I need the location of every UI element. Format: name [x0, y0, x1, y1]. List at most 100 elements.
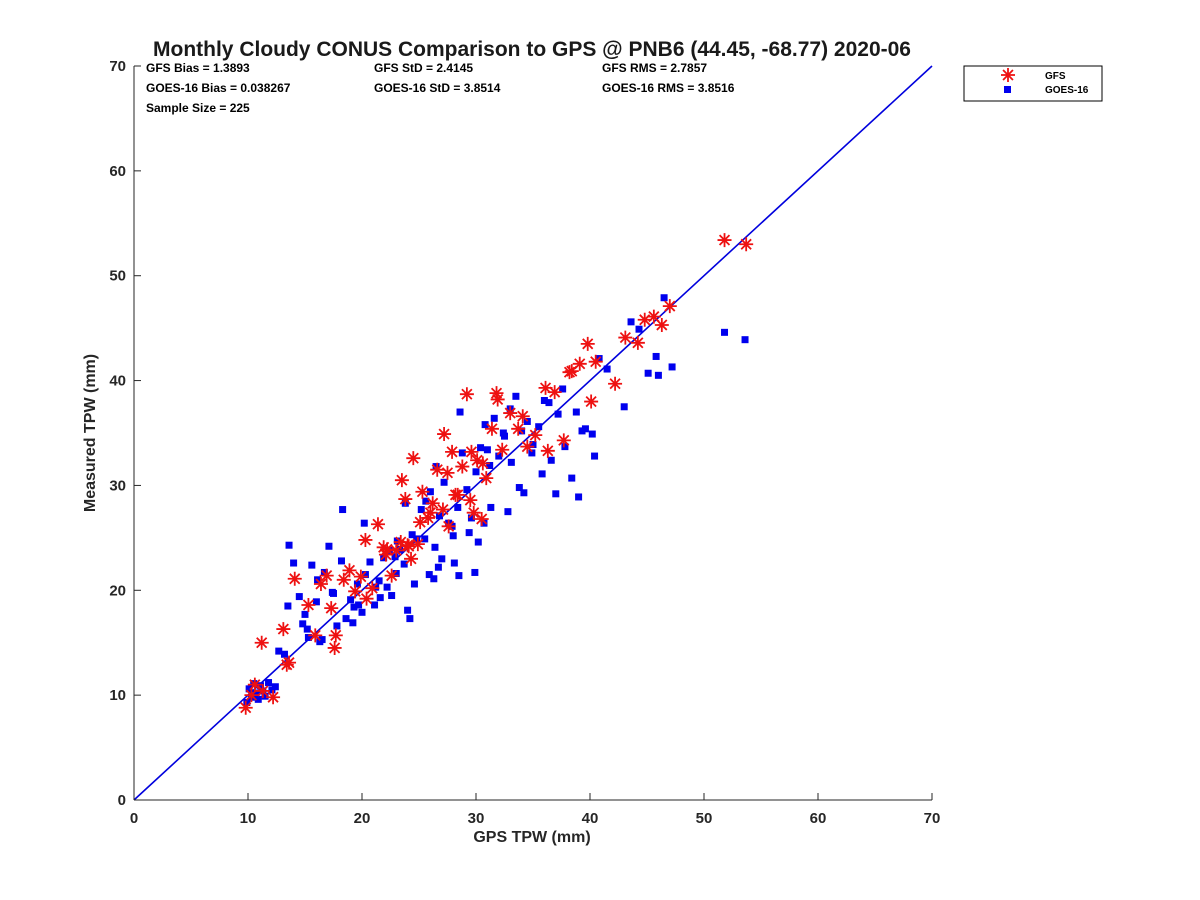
gfs-point: [572, 356, 587, 371]
gfs-point: [515, 409, 530, 424]
gfs-point: [440, 465, 455, 480]
gfs-point: [406, 451, 421, 466]
goes-16-point: [347, 596, 355, 604]
gfs-point: [584, 394, 599, 409]
goes-16-point: [330, 589, 337, 597]
stat-gfs-rms: GFS RMS = 2.7857: [602, 61, 707, 75]
goes-16-point: [421, 535, 429, 543]
gfs-point: [348, 584, 363, 599]
goes-16-point: [436, 512, 444, 520]
x-tick-label: 20: [354, 810, 371, 827]
goes-16-point: [425, 571, 433, 579]
x-tick-label: 30: [468, 810, 485, 827]
gfs-point: [247, 677, 262, 692]
goes-16-point: [499, 429, 507, 437]
stat-sample-size: Sample Size = 225: [146, 101, 250, 115]
gfs-point: [445, 444, 460, 459]
x-tick-label: 60: [810, 810, 827, 827]
goes-16-point: [529, 441, 537, 449]
gfs-point: [466, 505, 481, 520]
goes-16-point: [644, 369, 652, 377]
goes-16-point: [440, 478, 448, 486]
goes-16-point: [454, 503, 462, 511]
gfs-point: [562, 365, 577, 380]
gfs-point: [327, 640, 342, 655]
gfs-point: [400, 538, 415, 553]
legend-goes-marker: [1004, 86, 1011, 93]
y-tick-label: 40: [109, 373, 126, 390]
gfs-point: [470, 453, 485, 468]
goes-16-point: [465, 529, 473, 537]
goes-16-point: [417, 506, 425, 514]
goes-16-point: [495, 452, 503, 460]
gfs-point: [448, 487, 463, 502]
gfs-point: [287, 571, 302, 586]
goes-16-point: [312, 598, 320, 606]
goes-16-point: [520, 489, 528, 497]
goes-16-point: [301, 610, 309, 618]
gfs-point: [254, 635, 269, 650]
goes-16-point: [275, 647, 283, 655]
gfs-point: [630, 335, 645, 350]
goes-16-point: [721, 328, 729, 336]
goes-16-point: [304, 633, 312, 641]
goes-16-point: [252, 689, 260, 697]
goes-16-point: [449, 532, 457, 540]
gfs-point: [430, 462, 445, 477]
goes-16-point: [358, 608, 366, 616]
y-tick-label: 10: [109, 687, 126, 704]
y-tick-label: 70: [109, 58, 126, 75]
goes-16-point: [353, 580, 361, 588]
goes-16-point: [660, 294, 668, 302]
goes-16-point: [426, 488, 434, 496]
goes-16-point: [366, 558, 374, 566]
gfs-point: [580, 336, 595, 351]
goes-16-point: [504, 508, 512, 516]
goes-16-point: [480, 519, 488, 527]
goes-16-point: [391, 553, 399, 561]
goes-16-point: [371, 601, 379, 609]
gfs-point: [410, 537, 425, 552]
gfs-point: [336, 572, 351, 587]
gfs-point: [244, 688, 259, 703]
goes-16-point: [603, 365, 611, 373]
x-tick-label: 0: [130, 810, 138, 827]
goes-16-point: [578, 427, 586, 435]
gfs-point: [423, 505, 438, 520]
gfs-point: [547, 385, 562, 400]
goes-16-point: [375, 577, 383, 585]
gfs-point: [353, 569, 368, 584]
goes-16-point: [318, 636, 326, 644]
gfs-point: [324, 601, 339, 616]
goes-16-point: [518, 427, 526, 435]
gfs-point: [435, 502, 450, 517]
gfs-point: [389, 543, 404, 558]
goes-16-point: [360, 519, 368, 527]
goes-16-point: [432, 463, 440, 471]
goes-16-point: [337, 557, 345, 565]
goes-16-point: [559, 385, 567, 393]
goes-16-point: [254, 695, 262, 703]
goes-16-point: [450, 559, 458, 567]
goes-16-point: [257, 682, 265, 690]
goes-16-point: [406, 615, 414, 623]
goes-16-point: [396, 545, 404, 553]
gfs-point: [437, 427, 452, 442]
goes-16-point: [349, 619, 357, 627]
y-tick-label: 60: [109, 163, 126, 180]
chart-title: Monthly Cloudy CONUS Comparison to GPS @…: [153, 38, 911, 61]
gfs-point: [301, 597, 316, 612]
goes-16-point: [376, 594, 384, 602]
goes-16-point: [355, 601, 363, 609]
gfs-point: [490, 392, 505, 407]
goes-16-point: [410, 580, 418, 588]
goes-16-point: [285, 541, 293, 549]
goes-16-point: [383, 583, 391, 591]
goes-16-point: [463, 486, 471, 494]
goes-16-point: [458, 449, 466, 457]
gfs-point: [495, 442, 510, 457]
y-tick-label: 30: [109, 477, 126, 494]
gfs-point: [441, 519, 456, 534]
stat-goes-bias: GOES-16 Bias = 0.038267: [146, 81, 291, 95]
